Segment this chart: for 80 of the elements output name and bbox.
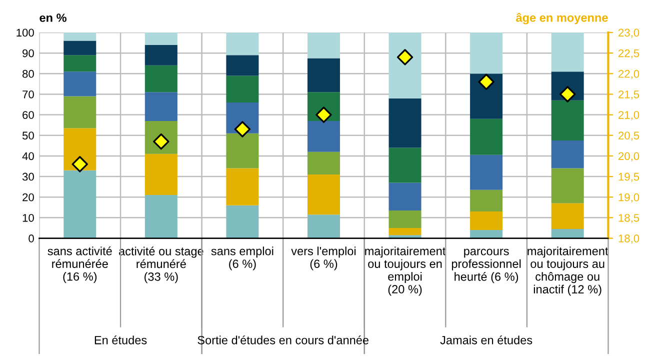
y-tick-label: 0 — [28, 234, 34, 242]
point — [72, 156, 88, 172]
bar — [64, 72, 96, 96]
y-tick-label: 80 — [22, 70, 34, 78]
bar — [144, 92, 178, 121]
point — [478, 74, 494, 90]
bar — [470, 154, 503, 190]
y2-tick-label: 23,0 — [618, 28, 640, 38]
bar — [307, 32, 340, 58]
bar — [226, 133, 259, 168]
bar — [64, 170, 96, 238]
text: En études — [94, 336, 147, 344]
y2-tick-label: 19,0 — [618, 193, 640, 203]
bar — [388, 98, 422, 148]
y2-axis-title: âge en moyenne — [516, 12, 608, 24]
bar — [551, 32, 584, 72]
y2-tick-label: 18,0 — [618, 234, 640, 244]
text: Jamais en études — [440, 336, 532, 344]
bar — [307, 174, 340, 215]
y2-tick-label: 20,5 — [618, 132, 640, 141]
bar — [144, 195, 178, 238]
bar — [470, 190, 503, 212]
x-tick-label: sans emploi (6 %) — [211, 246, 274, 270]
bar — [144, 32, 178, 45]
bar — [144, 154, 178, 196]
y-tick-label: 20 — [22, 193, 34, 202]
bar — [64, 96, 96, 128]
x-tick-label: majoritairement ou toujours au chômage ou inactif (12 %) — [528, 246, 608, 296]
bar — [307, 152, 340, 174]
y-tick-label: 90 — [22, 49, 34, 58]
bar — [226, 168, 259, 206]
x-tick-label: majoritairement ou toujours en emploi (20 %) — [365, 246, 446, 296]
bar — [64, 55, 96, 72]
bar — [226, 76, 259, 102]
bar — [470, 230, 503, 238]
bar — [226, 205, 259, 238]
bar — [307, 214, 340, 238]
bar — [470, 212, 503, 230]
y-tick-label: 60 — [22, 111, 34, 119]
bar — [551, 100, 584, 141]
y-tick-label: 50 — [22, 132, 34, 140]
bar — [64, 32, 96, 41]
bar — [307, 120, 340, 152]
bar — [388, 228, 422, 236]
bar — [144, 44, 178, 66]
bar — [551, 140, 584, 168]
bar — [551, 168, 584, 204]
y2-tick-label: 22,0 — [618, 70, 640, 80]
y-tick-label: 10 — [22, 214, 34, 222]
y2-tick-label: 22,5 — [618, 49, 640, 59]
bar — [388, 148, 422, 183]
bar — [551, 229, 584, 238]
y2-tick-label: 21,5 — [618, 90, 640, 100]
bar — [388, 210, 422, 228]
y2-tick-label: 20,0 — [618, 152, 640, 162]
bar — [226, 32, 259, 56]
bar — [144, 65, 178, 92]
x-tick-label: parcours professionnel heurté (6 %) — [452, 248, 521, 284]
bar — [388, 32, 422, 98]
bar — [388, 182, 422, 210]
y-tick-label: 70 — [22, 90, 34, 98]
x-tick-label: vers l'emploi (6 %) — [291, 246, 356, 270]
y-tick-label: 40 — [22, 152, 34, 160]
bar — [470, 118, 503, 155]
x-tick-label: activité ou stage rémunéré (33 %) — [119, 246, 204, 284]
y2-tick-label: 19,5 — [618, 172, 640, 182]
y2-tick-label: 21,0 — [618, 111, 640, 120]
y-axis-title: en % — [40, 14, 66, 22]
bar — [64, 40, 96, 56]
bar — [470, 32, 503, 74]
text: Sortie d'études en cours d'année — [198, 336, 369, 344]
x-tick-label: sans activité rémunérée (16 %) — [48, 246, 112, 284]
bar — [551, 203, 584, 229]
y-tick-label: 30 — [22, 172, 34, 181]
y2-tick-label: 18,5 — [618, 214, 640, 224]
bar — [470, 74, 503, 119]
point — [234, 121, 251, 138]
bar — [307, 58, 340, 92]
y-tick-label: 100 — [16, 28, 34, 37]
bar — [226, 55, 259, 76]
